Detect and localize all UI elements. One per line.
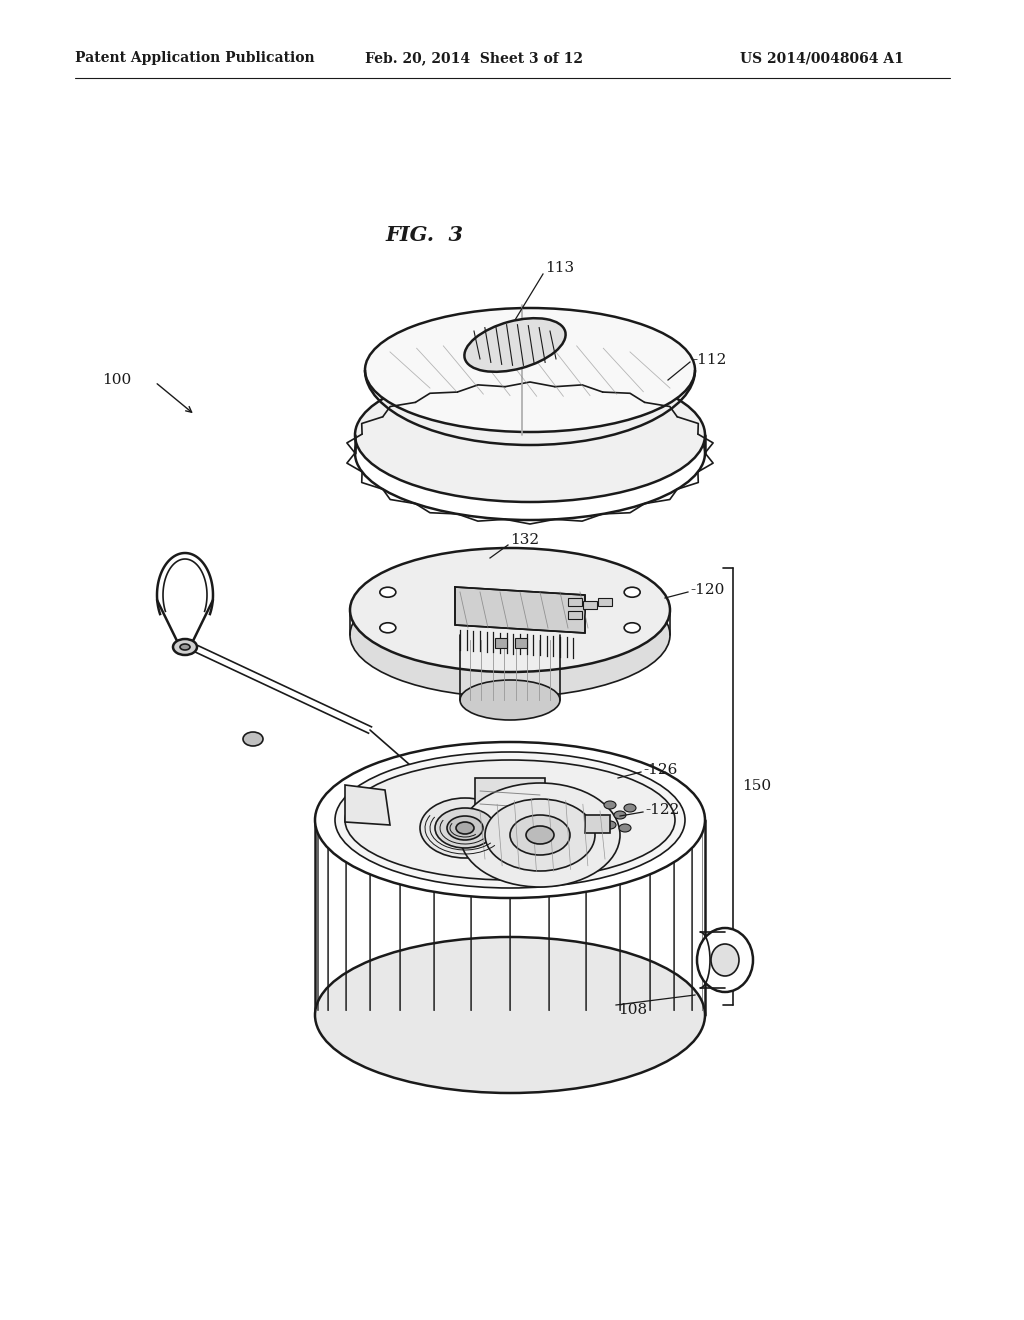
Ellipse shape bbox=[624, 804, 636, 812]
Text: FIG.  3: FIG. 3 bbox=[385, 224, 463, 246]
FancyBboxPatch shape bbox=[568, 611, 582, 619]
Text: 108: 108 bbox=[618, 1003, 647, 1016]
Polygon shape bbox=[455, 587, 585, 634]
Ellipse shape bbox=[180, 644, 190, 649]
Ellipse shape bbox=[350, 548, 670, 672]
Ellipse shape bbox=[625, 587, 640, 597]
Text: Patent Application Publication: Patent Application Publication bbox=[75, 51, 314, 65]
Ellipse shape bbox=[355, 385, 705, 520]
Ellipse shape bbox=[510, 814, 570, 855]
Ellipse shape bbox=[604, 801, 616, 809]
Text: -120: -120 bbox=[690, 583, 724, 597]
Ellipse shape bbox=[697, 928, 753, 993]
Ellipse shape bbox=[380, 623, 396, 632]
Text: -126: -126 bbox=[643, 763, 677, 777]
Ellipse shape bbox=[711, 944, 739, 975]
Ellipse shape bbox=[447, 816, 483, 840]
Text: 132: 132 bbox=[510, 533, 539, 546]
Text: Feb. 20, 2014  Sheet 3 of 12: Feb. 20, 2014 Sheet 3 of 12 bbox=[365, 51, 583, 65]
Ellipse shape bbox=[435, 808, 495, 847]
Text: US 2014/0048064 A1: US 2014/0048064 A1 bbox=[740, 51, 904, 65]
Ellipse shape bbox=[420, 799, 510, 858]
Ellipse shape bbox=[465, 318, 565, 372]
Ellipse shape bbox=[460, 615, 560, 655]
Ellipse shape bbox=[526, 826, 554, 843]
Ellipse shape bbox=[335, 752, 685, 888]
Ellipse shape bbox=[460, 680, 560, 719]
Ellipse shape bbox=[315, 742, 705, 898]
Ellipse shape bbox=[350, 573, 670, 697]
Ellipse shape bbox=[625, 623, 640, 632]
Ellipse shape bbox=[614, 810, 626, 818]
Polygon shape bbox=[345, 785, 390, 825]
FancyBboxPatch shape bbox=[495, 638, 507, 648]
Text: 113: 113 bbox=[545, 261, 574, 275]
Ellipse shape bbox=[485, 799, 595, 871]
Ellipse shape bbox=[243, 733, 263, 746]
FancyBboxPatch shape bbox=[598, 598, 612, 606]
Text: 150: 150 bbox=[742, 779, 771, 793]
FancyBboxPatch shape bbox=[568, 598, 582, 606]
Ellipse shape bbox=[365, 308, 695, 432]
Ellipse shape bbox=[460, 783, 620, 887]
Ellipse shape bbox=[604, 821, 616, 829]
Ellipse shape bbox=[315, 937, 705, 1093]
Ellipse shape bbox=[456, 822, 474, 834]
Text: 100: 100 bbox=[102, 374, 131, 387]
FancyBboxPatch shape bbox=[583, 601, 597, 609]
Ellipse shape bbox=[618, 824, 631, 832]
Text: -112: -112 bbox=[692, 352, 726, 367]
Ellipse shape bbox=[380, 587, 396, 597]
FancyBboxPatch shape bbox=[585, 814, 610, 833]
Ellipse shape bbox=[173, 639, 197, 655]
Text: -122: -122 bbox=[645, 803, 679, 817]
Ellipse shape bbox=[345, 760, 675, 880]
Ellipse shape bbox=[355, 368, 705, 502]
FancyBboxPatch shape bbox=[475, 777, 545, 818]
FancyBboxPatch shape bbox=[515, 638, 527, 648]
